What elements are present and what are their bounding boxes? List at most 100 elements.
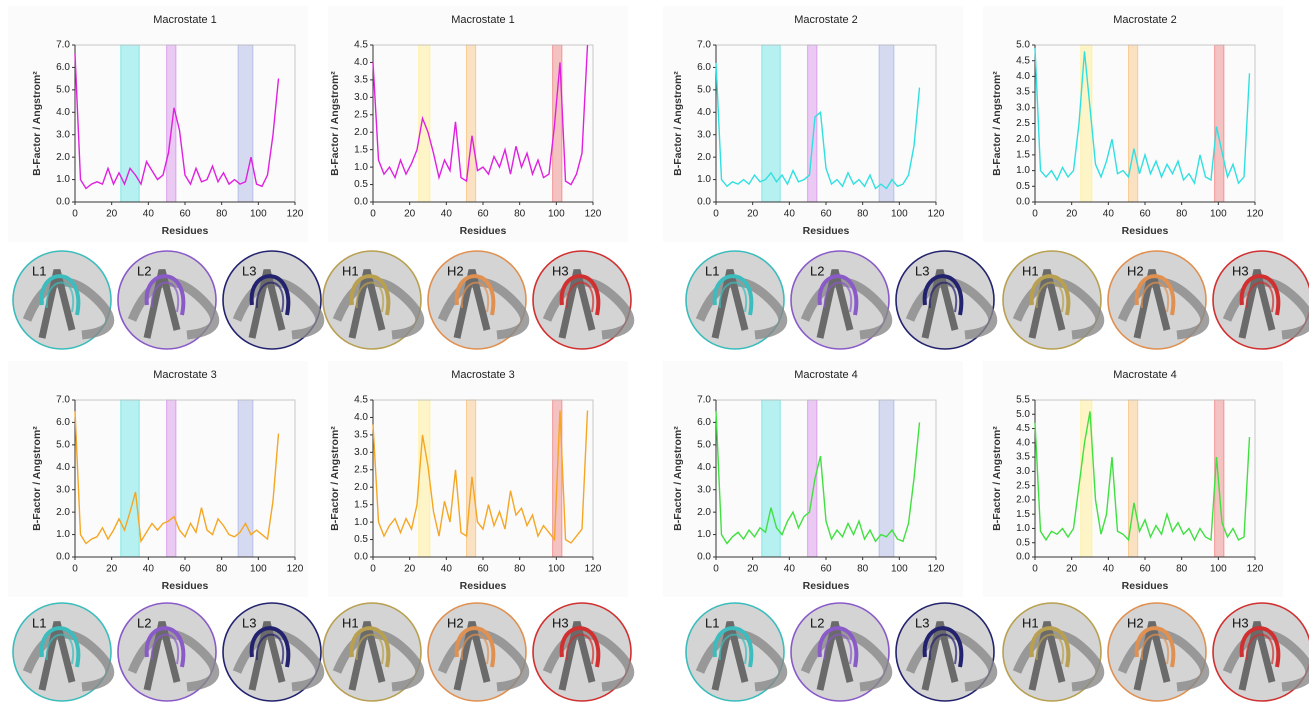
x-tick-label: 0 [713,209,719,220]
y-tick-label: 4.0 [354,412,368,423]
highlight-region [467,45,476,202]
y-tick-label: 3.0 [354,447,368,458]
y-tick-label: 1.0 [56,529,70,540]
x-tick-label: 0 [713,564,719,575]
structure-label: H1 [1022,615,1039,630]
y-tick-label: 3.0 [56,129,70,140]
x-tick-label: 20 [1066,564,1078,575]
x-tick-label: 60 [820,564,832,575]
y-tick-label: 1.0 [697,174,711,185]
y-axis-label: B-Factor / Angstrom² [31,426,43,531]
y-tick-label: 1.0 [697,529,711,540]
chart-panel: Macrostate 10.00.51.01.52.02.53.03.54.04… [328,6,628,242]
structure-view: L3 [896,603,994,701]
y-tick-label: 4.5 [1016,423,1030,434]
y-tick-label: 2.0 [56,152,70,163]
structure-view: L1 [686,603,784,701]
structure-label: H2 [1127,615,1144,630]
chart-title: Macrostate 3 [153,369,217,381]
structure-view: H2 [1108,603,1206,701]
x-tick-label: 120 [585,564,602,575]
x-tick-label: 60 [179,209,191,220]
x-tick-label: 40 [441,564,453,575]
x-tick-label: 40 [441,209,453,220]
structure-view: H1 [1003,603,1101,701]
chart-title: Macrostate 4 [794,369,858,381]
y-tick-label: 2.0 [56,507,70,518]
x-tick-label: 60 [179,564,191,575]
y-tick-label: 7.0 [697,395,711,406]
y-tick-label: 4.5 [354,395,368,406]
y-tick-label: 5.0 [1016,40,1030,51]
chart-title: Macrostate 1 [451,14,515,26]
x-tick-label: 100 [548,564,565,575]
x-tick-label: 100 [250,209,267,220]
structure-view: H3 [533,251,631,349]
x-tick-label: 20 [404,564,416,575]
highlight-region [167,45,176,202]
structure-label: H3 [552,615,569,630]
structure-view: L3 [896,251,994,349]
structure-view: L1 [686,251,784,349]
x-tick-label: 40 [1103,209,1115,220]
x-tick-label: 40 [1103,564,1115,575]
structure-view: L2 [118,251,216,349]
x-tick-label: 40 [143,564,155,575]
structure-label: H1 [342,263,359,278]
y-tick-label: 2.0 [1016,495,1030,506]
y-tick-label: 2.0 [1016,134,1030,145]
structure-view: H3 [1213,251,1309,349]
structure-view: L1 [13,603,111,701]
x-tick-label: 80 [1176,209,1188,220]
y-tick-label: 5.0 [56,439,70,450]
structure-label: H2 [447,615,464,630]
y-tick-label: 0.5 [354,534,368,545]
structure-view: L2 [791,251,889,349]
x-tick-label: 60 [1139,209,1151,220]
y-tick-label: 2.5 [1016,118,1030,129]
x-tick-label: 20 [404,209,416,220]
y-tick-label: 1.0 [1016,165,1030,176]
y-tick-label: 6.0 [56,62,70,73]
chart-panel: Macrostate 30.00.51.01.52.02.53.03.54.04… [328,361,628,597]
structure-label: L3 [915,615,929,630]
chart-panel: Macrostate 30.01.02.03.04.05.06.07.00204… [8,361,308,597]
x-tick-label: 100 [548,209,565,220]
y-tick-label: 2.0 [697,152,711,163]
y-tick-label: 1.0 [354,162,368,173]
highlight-region [879,45,894,202]
y-tick-label: 3.0 [1016,102,1030,113]
structure-label: L1 [32,263,46,278]
y-tick-label: 6.0 [697,62,711,73]
highlight-region [1215,45,1224,202]
y-tick-label: 4.5 [354,40,368,51]
x-tick-label: 40 [784,209,796,220]
structure-label: H3 [1232,615,1249,630]
highlight-region [167,400,176,557]
highlight-region [808,45,817,202]
y-tick-label: 0.0 [1016,552,1030,563]
y-tick-label: 1.5 [1016,509,1030,520]
x-tick-label: 80 [514,564,526,575]
y-tick-label: 1.5 [354,499,368,510]
highlight-region [121,45,139,202]
x-tick-label: 80 [857,209,869,220]
structure-label: L3 [242,263,256,278]
chart-title: Macrostate 4 [1113,369,1177,381]
highlight-region [121,400,139,557]
x-tick-label: 0 [370,564,376,575]
structure-label: H1 [1022,263,1039,278]
structure-view: H2 [428,251,526,349]
structure-label: H1 [342,615,359,630]
y-tick-label: 1.0 [354,517,368,528]
chart-title: Macrostate 2 [1113,14,1177,26]
y-tick-label: 3.0 [697,129,711,140]
structure-label: L1 [705,615,719,630]
x-tick-label: 0 [1032,564,1038,575]
x-tick-label: 120 [1247,564,1264,575]
y-tick-label: 2.5 [1016,480,1030,491]
x-axis-label: Residues [460,225,507,237]
x-tick-label: 120 [287,564,304,575]
y-tick-label: 5.5 [1016,395,1030,406]
chart-title: Macrostate 1 [153,14,217,26]
